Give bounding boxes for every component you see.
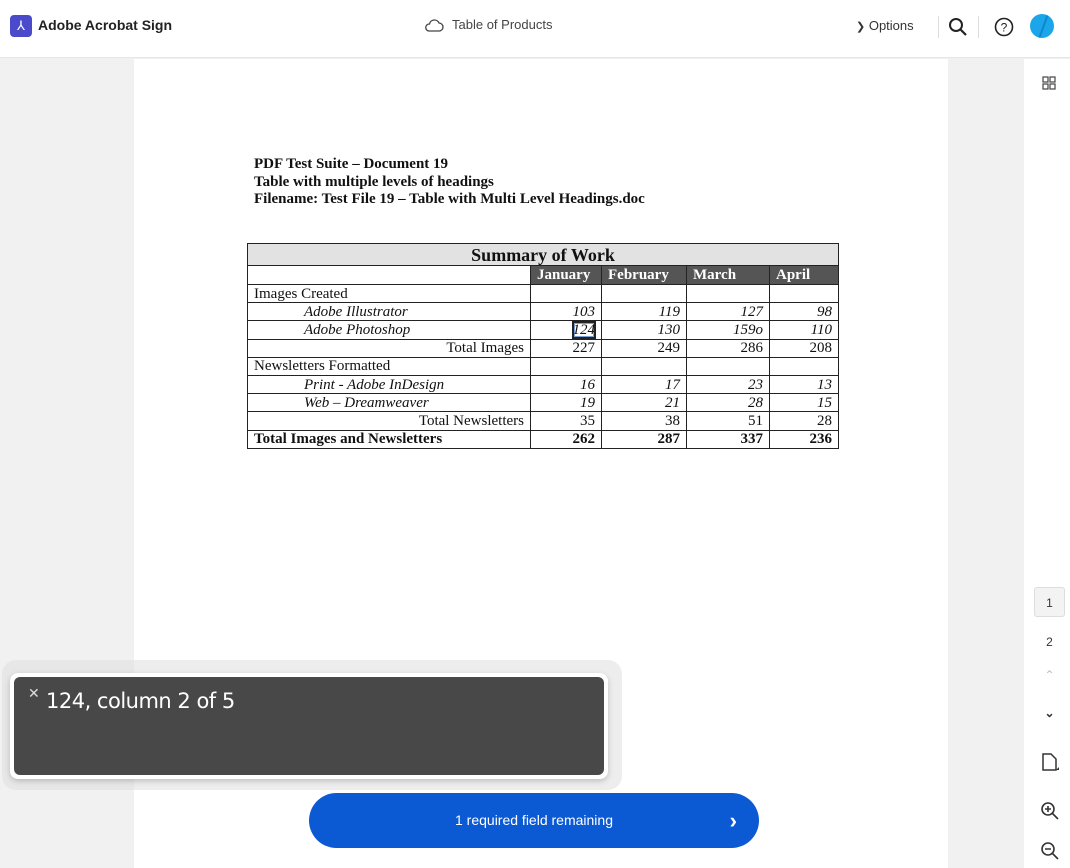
table-cell: 98 [768,302,840,322]
help-icon[interactable]: ? [992,15,1016,39]
table-row: Images Created [247,283,840,304]
table-title-row: Summary of Work [246,243,840,266]
avatar[interactable] [1030,14,1054,38]
table-cell: 13 [768,374,840,395]
cloud-icon [425,18,444,32]
row-label: Print - Adobe InDesign [247,374,531,395]
table-cell: 286 [686,338,770,358]
row-label: Web – Dreamweaver [247,393,531,413]
table-cell [686,356,770,376]
close-icon[interactable]: ✕ [28,685,40,701]
table-cell[interactable]: 124 [530,320,602,340]
table-cell: 17 [601,374,687,395]
document-title: Table of Products [424,17,552,32]
page-2-button[interactable]: 2 [1046,635,1053,649]
search-icon[interactable] [946,15,970,39]
row-label: Adobe Illustrator [247,302,531,322]
table-cell: 127 [686,302,770,322]
table-cell: 227 [530,338,602,358]
thumbnails-grid-icon[interactable] [1042,76,1056,90]
page-options-icon[interactable] [1041,752,1061,774]
table-cell: 19 [530,393,602,413]
table-header-row: January February March April [247,265,840,285]
row-label: Total Newsletters [247,411,531,431]
table-cell: 23 [686,374,770,395]
table-cell [530,283,602,304]
table-cell: 262 [530,429,602,449]
row-label: Total Images [247,338,531,358]
zoom-in-icon[interactable] [1040,801,1060,821]
table-cell: 110 [768,320,840,340]
table-cell: 16 [530,374,602,395]
app-header: ⅄ Adobe Acrobat Sign Table of Products ❯… [0,0,1070,58]
row-label: Images Created [247,283,531,304]
table-row: Total Images 227 249 286 208 [247,338,840,358]
header-empty-cell [247,265,531,285]
heading-line: Table with multiple levels of headings [254,173,494,190]
chevron-right-icon: › [729,808,737,833]
table-row: Adobe Photoshop 124 130 159o 110 [247,320,840,340]
table-cell [601,283,687,304]
acrobat-logo-icon: ⅄ [10,15,32,37]
selected-cell-value: 124 [571,320,596,339]
table-cell: 38 [601,411,687,431]
document-heading: PDF Test Suite – Document 19 Table with … [254,156,645,209]
table-row: Print - Adobe InDesign 16 17 23 13 [247,374,840,395]
row-label: Total Images and Newsletters [247,429,531,449]
table-cell: 337 [686,429,770,449]
column-header: February [601,265,687,285]
heading-line: Filename: Test File 19 – Table with Mult… [254,191,645,207]
table-cell [530,356,602,376]
table-row: Total Images and Newsletters 262 287 337 236 [247,429,840,449]
column-header: January [530,265,602,285]
table-cell [768,283,840,304]
table-cell: 103 [530,302,602,322]
row-label: Adobe Photoshop [247,320,531,340]
table-cell: 119 [601,302,687,322]
column-header: April [768,265,840,285]
right-toolbar [1024,59,1070,868]
table-cell [768,356,840,376]
chevron-down-icon[interactable]: ⌄ [1044,706,1055,720]
table-title: Summary of Work [246,243,840,266]
table-cell [601,356,687,376]
required-field-button[interactable]: 1 required field remaining › [309,793,759,848]
document-title-text: Table of Products [452,17,553,32]
table-cell: 159o [686,320,770,340]
table-cell: 249 [601,338,687,358]
page-1-button[interactable]: 1 [1034,587,1065,617]
table-cell: 21 [601,393,687,413]
table-cell: 28 [768,411,840,431]
table-cell: 15 [768,393,840,413]
options-menu-button[interactable]: ❯ Options [856,18,914,33]
summary-table: Summary of Work January February March April… [246,243,840,449]
column-header: March [686,265,770,285]
divider [938,16,939,38]
app-brand: Adobe Acrobat Sign [38,17,173,33]
chevron-up-icon[interactable]: ⌃ [1044,668,1055,682]
divider [978,16,979,38]
screen-reader-toast: ✕ 124, column 2 of 5 [10,673,608,779]
table-row: Newsletters Formatted [247,356,840,376]
chevron-down-icon: ❯ [856,21,866,33]
zoom-out-icon[interactable] [1040,841,1060,861]
heading-line: PDF Test Suite – Document 19 [254,156,449,172]
table-cell: 208 [768,338,840,358]
table-cell: 287 [601,429,687,449]
table-row: Web – Dreamweaver 19 21 28 15 [247,393,840,413]
table-cell [686,283,770,304]
options-label: Options [868,18,914,33]
table-cell: 28 [686,393,770,413]
table-row: Adobe Illustrator 103 119 127 98 [247,302,840,322]
table-cell: 130 [601,320,687,340]
table-cell: 236 [768,429,840,449]
required-field-label: 1 required field remaining [455,812,613,828]
table-row: Total Newsletters 35 38 51 28 [247,411,840,431]
svg-text:?: ? [1001,21,1008,35]
row-label: Newsletters Formatted [247,356,531,376]
table-cell: 51 [686,411,770,431]
toast-text: 124, column 2 of 5 [46,689,235,713]
table-cell: 35 [530,411,602,431]
